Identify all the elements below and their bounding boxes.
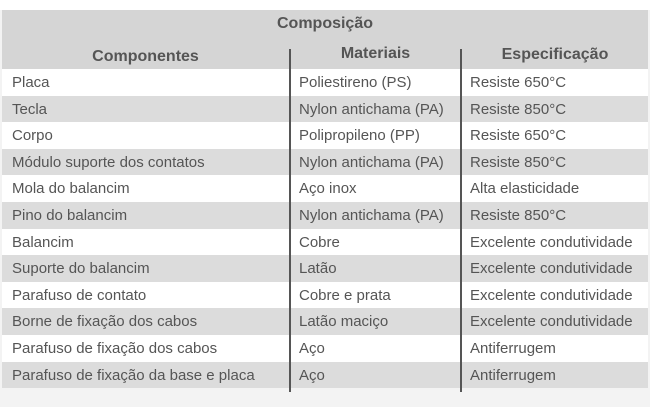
table-row: Parafuso de fixação da base e placa Aço An…: [2, 361, 648, 389]
top-margin: [0, 0, 650, 10]
table-row: Corpo Polipropileno (PP) Resiste 650°C: [2, 122, 648, 149]
component-cell: Módulo suporte dos contatos: [12, 153, 205, 171]
component-cell: Parafuso de fixação da base e placa: [12, 366, 255, 384]
table-row: Balancim Cobre Excelente condutividade: [2, 228, 648, 256]
material-cell: Nylon antichama (PA): [299, 153, 444, 171]
table-body: Placa Poliestireno (PS) Resiste 650°C Tecla…: [2, 69, 648, 389]
component-cell: Mola do balancim: [12, 180, 130, 198]
specification-cell: Antiferrugem: [470, 366, 556, 384]
material-cell: Nylon antichama (PA): [299, 100, 444, 118]
component-cell: Tecla: [12, 100, 48, 118]
material-cell: Latão maciço: [299, 313, 389, 331]
specification-cell: Antiferrugem: [470, 339, 556, 357]
material-cell: Poliestireno (PS): [299, 74, 412, 91]
component-cell: Borne de fixação dos cabos: [12, 313, 198, 331]
column-divider: [460, 49, 462, 392]
table-row: Parafuso de fixação dos cabos Aço Antiferr…: [2, 334, 648, 362]
column-header-componentes: Componentes: [92, 48, 199, 65]
table-row: Borne de fixação dos cabos Latão maciço Ex…: [2, 308, 648, 335]
component-cell: Balancim: [12, 233, 74, 251]
specification-cell: Resiste 850°C: [470, 206, 567, 224]
table-header: Composição Componentes Materiais Especif…: [2, 10, 648, 69]
specification-cell: Resiste 850°C: [470, 153, 567, 171]
column-header-materiais: Materiais: [340, 45, 411, 62]
material-cell: Polipropileno (PP): [299, 127, 420, 145]
specification-cell: Excelente condutividade: [470, 286, 633, 304]
specification-cell: Resiste 850°C: [470, 100, 567, 118]
component-cell: Placa: [12, 74, 50, 91]
component-cell: Parafuso de contato: [12, 286, 147, 304]
table-row: Pino do balancim Nylon antichama (PA) Resi…: [2, 201, 648, 229]
specification-cell: Alta elasticidade: [470, 180, 580, 198]
specification-cell: Resiste 650°C: [470, 74, 567, 91]
component-cell: Pino do balancim: [12, 206, 128, 224]
column-divider: [289, 49, 291, 392]
table-row: Módulo suporte dos contatos Nylon anticha…: [2, 148, 648, 176]
material-cell: Aço inox: [299, 180, 357, 198]
component-cell: Parafuso de fixação dos cabos: [12, 339, 218, 357]
component-cell: Suporte do balancim: [12, 260, 150, 278]
table-title: Composição: [276, 15, 373, 32]
table-row: Tecla Nylon antichama (PA) Resiste 850°C: [2, 95, 648, 123]
material-cell: Aço: [299, 366, 325, 384]
specification-cell: Excelente condutividade: [470, 233, 633, 251]
specification-cell: Excelente condutividade: [470, 313, 633, 331]
column-header-especificacao: Especificação: [501, 46, 609, 63]
material-cell: Latão: [299, 260, 337, 278]
specification-cell: Resiste 650°C: [470, 127, 567, 145]
material-cell: Nylon antichama (PA): [299, 206, 444, 224]
material-cell: Cobre e prata: [299, 286, 391, 304]
table-row: Mola do balancim Aço inox Alta elasticidad…: [2, 175, 648, 202]
table-row: Suporte do balancim Latão Excelente condut…: [2, 255, 648, 282]
table-row: Parafuso de contato Cobre e prata Excelent…: [2, 281, 648, 309]
material-cell: Cobre: [299, 233, 340, 251]
table-row: Placa Poliestireno (PS) Resiste 650°C: [2, 69, 648, 96]
component-cell: Corpo: [12, 127, 53, 145]
specification-cell: Excelente condutividade: [470, 260, 633, 278]
material-cell: Aço: [299, 339, 325, 357]
